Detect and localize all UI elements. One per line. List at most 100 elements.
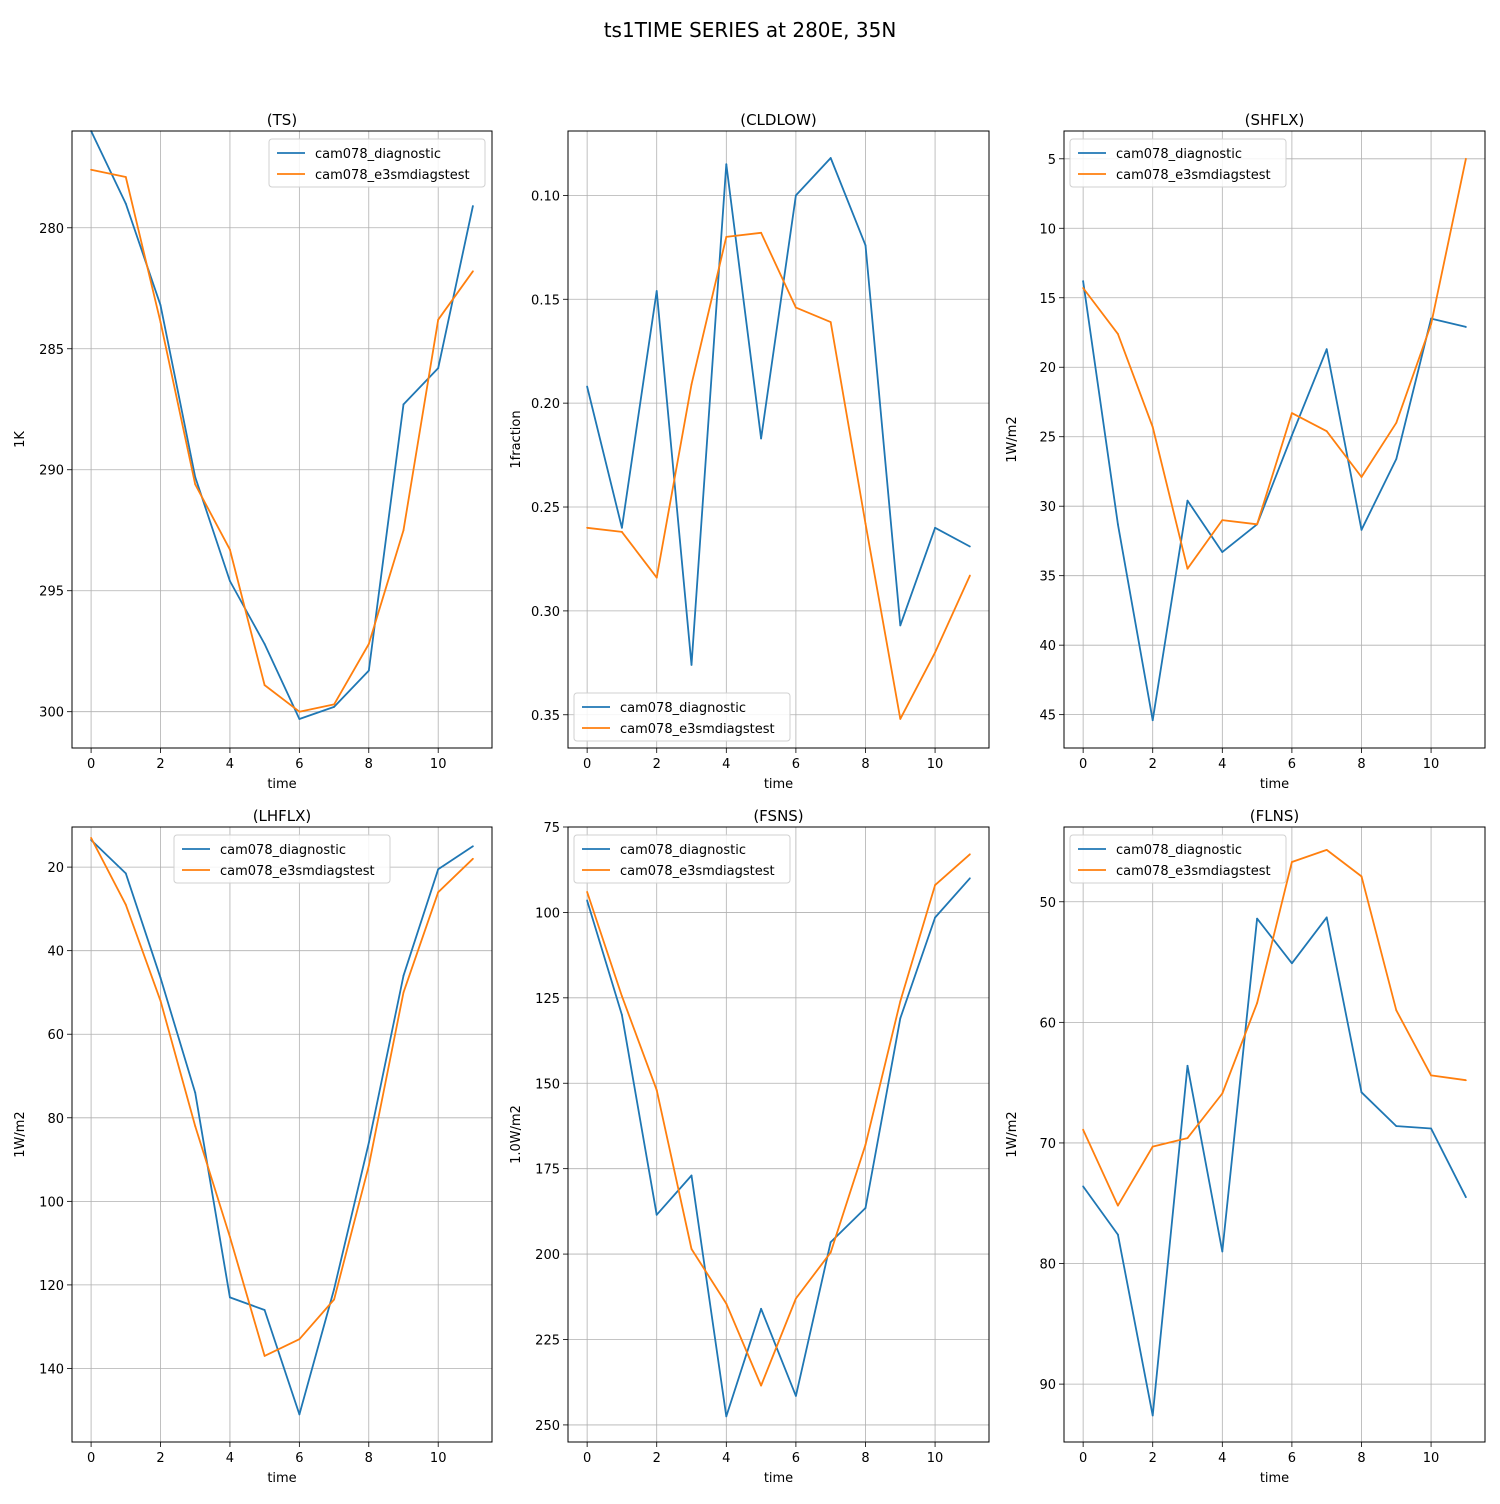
data-point	[725, 236, 728, 238]
y-tick-label: 250	[535, 1419, 560, 1434]
x-axis-label: time	[1260, 777, 1289, 792]
legend-label-2: cam078_e3smdiagstest	[1116, 864, 1271, 879]
data-point	[367, 643, 370, 645]
data-point	[1117, 523, 1119, 526]
data-point	[1151, 426, 1154, 428]
data-point	[725, 163, 728, 166]
y-tick-label: 120	[39, 1279, 64, 1294]
legend-label-2: cam078_e3smdiagstest	[1116, 168, 1271, 183]
legend-label-2: cam078_e3smdiagstest	[220, 864, 375, 879]
y-tick-label: 0.10	[531, 189, 560, 204]
data-point	[1430, 323, 1432, 326]
data-point	[760, 1307, 763, 1310]
data-point	[690, 1174, 693, 1177]
y-tick-label: 5	[1048, 153, 1056, 168]
x-tick-label: 0	[583, 1451, 591, 1466]
x-tick-label: 8	[365, 757, 373, 772]
data-point	[124, 903, 127, 906]
x-tick-label: 10	[1423, 1451, 1440, 1466]
data-point	[1151, 1414, 1154, 1417]
series-line-1	[90, 839, 474, 1416]
data-point	[1290, 412, 1293, 414]
data-point	[899, 1000, 902, 1003]
data-point	[124, 202, 127, 205]
data-point	[1221, 519, 1224, 521]
data-point	[1360, 528, 1363, 531]
data-point	[472, 205, 474, 207]
y-axis-label: 1W/m2	[13, 1111, 28, 1157]
x-tick-label: 10	[430, 757, 447, 772]
subplot-shflx: 0 2 4 6 8 10 5 10 15 20 25 30 35 40 45 (SHFLX) time 1W/m2…	[1005, 111, 1486, 792]
y-tick-label: 0.20	[531, 397, 560, 412]
data-point	[159, 321, 162, 324]
x-axis-label: time	[764, 777, 793, 792]
plot-area	[1064, 827, 1485, 1442]
data-point	[794, 306, 797, 309]
legend: cam078_diagnostic cam078_e3smdiagstest	[1069, 834, 1287, 884]
data-point	[1464, 157, 1467, 160]
data-point	[968, 545, 971, 548]
x-tick-label: 2	[1149, 1451, 1157, 1466]
y-tick-label: 30	[1039, 500, 1056, 515]
x-tick-label: 8	[861, 1451, 869, 1466]
data-point	[586, 899, 589, 902]
data-point	[1151, 719, 1154, 722]
data-point	[472, 270, 474, 273]
y-tick-label: 0.15	[531, 293, 560, 308]
data-point	[864, 522, 867, 525]
legend-box	[573, 834, 791, 884]
data-point	[1256, 523, 1259, 526]
y-tick-label: 225	[535, 1334, 560, 1349]
y-tick-label: 75	[543, 821, 560, 836]
data-point	[655, 576, 658, 579]
legend-label-2: cam078_e3smdiagstest	[620, 864, 775, 879]
data-point	[968, 877, 971, 880]
data-point	[1221, 551, 1224, 553]
y-tick-label: 100	[39, 1195, 64, 1210]
data-point	[194, 476, 197, 478]
data-point	[1151, 1145, 1154, 1148]
data-point	[1360, 476, 1363, 478]
series-line-2	[586, 853, 971, 1387]
data-point	[472, 845, 474, 848]
y-tick-label: 100	[535, 906, 560, 921]
data-point	[1186, 567, 1189, 570]
y-tick-label: 70	[1039, 1137, 1056, 1152]
data-point	[194, 1091, 197, 1094]
data-point	[1395, 458, 1398, 460]
data-point	[159, 304, 162, 307]
x-tick-label: 0	[1079, 757, 1087, 772]
data-point	[1395, 1125, 1398, 1127]
y-tick-label: 50	[1039, 896, 1056, 911]
data-point	[437, 318, 440, 321]
y-axis-label: 1fraction	[509, 410, 524, 468]
data-point	[1117, 1233, 1119, 1236]
data-point	[1221, 1092, 1224, 1095]
data-point	[1186, 1064, 1189, 1067]
legend-label-1: cam078_diagnostic	[1116, 843, 1242, 858]
data-point	[437, 891, 440, 894]
subplot-cldlow: 0 2 4 6 8 10 0.10 0.15 0.20 0.25 0.30 0.35 (CLDLOW) t…	[509, 111, 990, 792]
data-point	[263, 643, 266, 645]
x-tick-label: 6	[792, 1451, 800, 1466]
legend: cam078_diagnostic cam078_e3smdiagstest	[573, 834, 791, 884]
data-point	[725, 1302, 728, 1305]
x-tick-label: 6	[792, 757, 800, 772]
data-point	[725, 1415, 728, 1418]
plot-area	[72, 827, 492, 1442]
data-point	[159, 976, 162, 979]
x-tick-label: 10	[430, 1451, 447, 1466]
data-point	[437, 367, 440, 370]
x-tick-label: 8	[1357, 1451, 1365, 1466]
x-tick-label: 4	[722, 757, 730, 772]
data-point	[899, 1017, 902, 1020]
y-tick-label: 285	[39, 343, 64, 358]
y-axis-label: 1K	[13, 431, 28, 448]
data-point	[968, 574, 971, 577]
data-point	[690, 383, 693, 386]
y-tick-label: 200	[535, 1248, 560, 1263]
x-tick-label: 0	[1079, 1451, 1087, 1466]
y-tick-label: 20	[1039, 361, 1056, 376]
data-point	[1082, 280, 1085, 282]
